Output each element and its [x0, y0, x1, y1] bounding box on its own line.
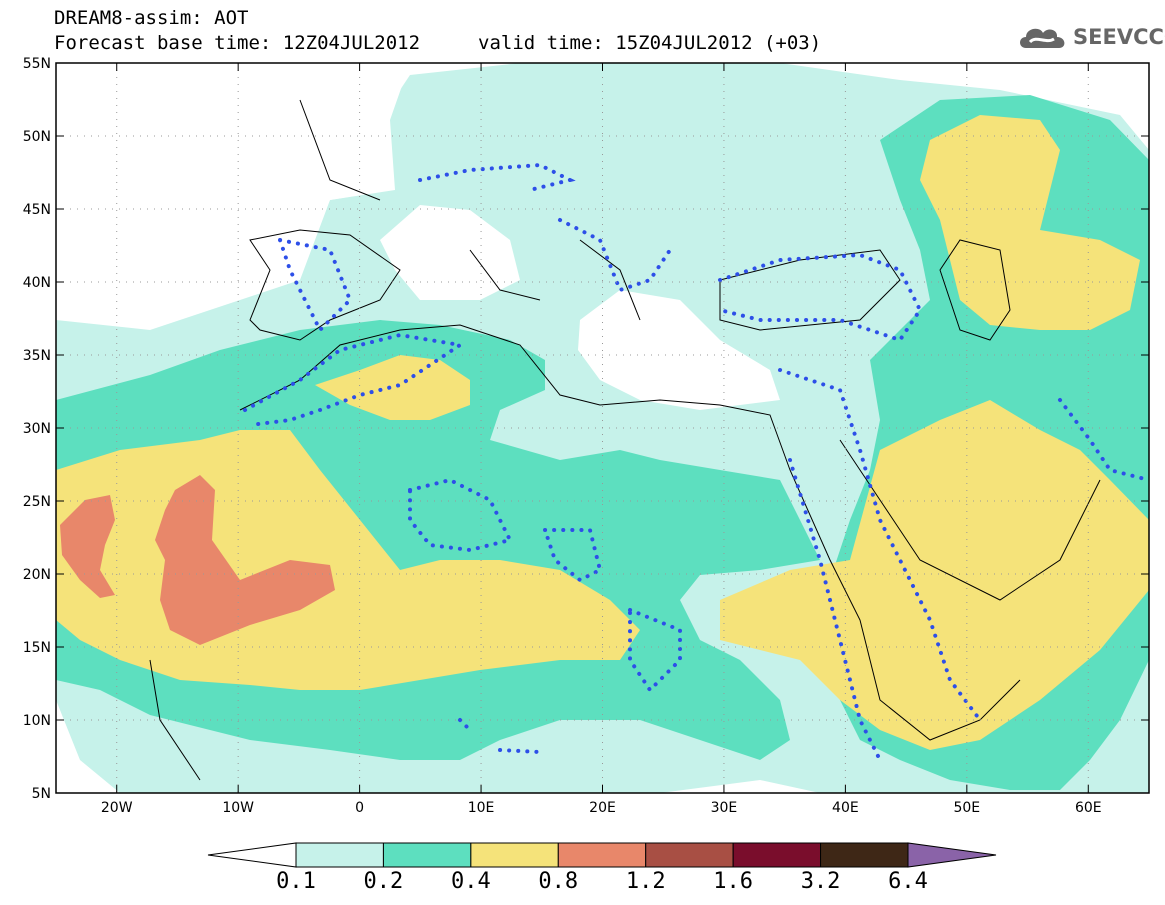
colorbar-swatch — [557, 842, 647, 868]
colorbar-swatch — [732, 842, 822, 868]
colorbar-label: 3.2 — [800, 869, 841, 894]
tick-label-lon: 40E — [832, 800, 859, 816]
tick-label-lon: 20W — [101, 800, 133, 816]
tick-label-lat: 55N — [23, 56, 51, 72]
tick-label-lon: 0 — [355, 800, 364, 816]
tick-label-lon: 10W — [222, 800, 254, 816]
colorbar-label: 0.4 — [450, 869, 491, 894]
axis-ticks — [56, 62, 1149, 794]
logo-text: SEEVCCC — [1073, 25, 1165, 49]
aot-band-0.4-arabia — [720, 400, 1149, 750]
colorbar-swatch — [470, 842, 559, 868]
tick-label-lat: 10N — [23, 713, 51, 729]
colorbar-over-triangle — [907, 842, 997, 868]
colorbar-label: 0.2 — [363, 869, 404, 894]
seevccc-logo: SEEVCCC — [1016, 22, 1165, 52]
tick-label-lon: 30E — [711, 800, 738, 816]
aot-band-0.4-algeria — [315, 355, 470, 420]
aot-band-low-italy — [380, 205, 520, 300]
tick-label-lat: 35N — [23, 348, 51, 364]
colorbar-label: 0.8 — [538, 869, 579, 894]
aot-band-0.8-coast — [60, 495, 115, 598]
tick-label-lat: 15N — [23, 640, 51, 656]
tick-label-lon: 10E — [468, 800, 495, 816]
tick-label-lat: 40N — [23, 275, 51, 291]
title-line: DREAM8-assim: AOT — [54, 7, 249, 29]
tick-label-lat: 50N — [23, 129, 51, 145]
tick-label-lat: 30N — [23, 421, 51, 437]
colorbar-swatch — [382, 842, 472, 868]
colorbar-under-triangle — [207, 842, 297, 868]
colorbar-label: 0.1 — [276, 869, 316, 894]
valid-time-label: valid time: 15Z04JUL2012 (+03) — [478, 32, 822, 54]
dotted-contours — [243, 162, 1149, 762]
tick-label-lat: 45N — [23, 202, 51, 218]
colorbar-swatch — [295, 842, 384, 868]
colorbar-swatch — [820, 842, 909, 868]
coastlines — [149, 99, 1101, 781]
aot-band-0.4-caspian — [920, 115, 1140, 330]
aot-band-low-eastmed — [578, 290, 780, 410]
colorbar-swatch — [645, 842, 734, 868]
tick-label-lon: 20E — [589, 800, 616, 816]
tick-label-lat: 5N — [32, 786, 51, 802]
cloud-icon — [1020, 28, 1065, 48]
tick-label-lat: 25N — [23, 494, 51, 510]
axis-tick-labels: 20W 10W 0 10E 20E 30E 40E 50E 60E 55N 50N 45N 40N 35N… — [23, 56, 1102, 816]
colorbar — [207, 842, 997, 868]
colorbar-label: 1.2 — [625, 869, 666, 894]
tick-label-lon: 60E — [1075, 800, 1102, 816]
colorbar-label: 6.4 — [888, 869, 928, 894]
tick-label-lon: 50E — [953, 800, 980, 816]
base-time-label: Forecast base time: 12Z04JUL2012 — [54, 32, 421, 54]
aot-band-0.8-mauritania — [155, 475, 335, 645]
colorbar-label: 1.6 — [713, 869, 754, 894]
tick-label-lat: 20N — [23, 567, 51, 583]
aot-band-low-europe — [240, 63, 410, 260]
aot-field — [56, 63, 1149, 793]
